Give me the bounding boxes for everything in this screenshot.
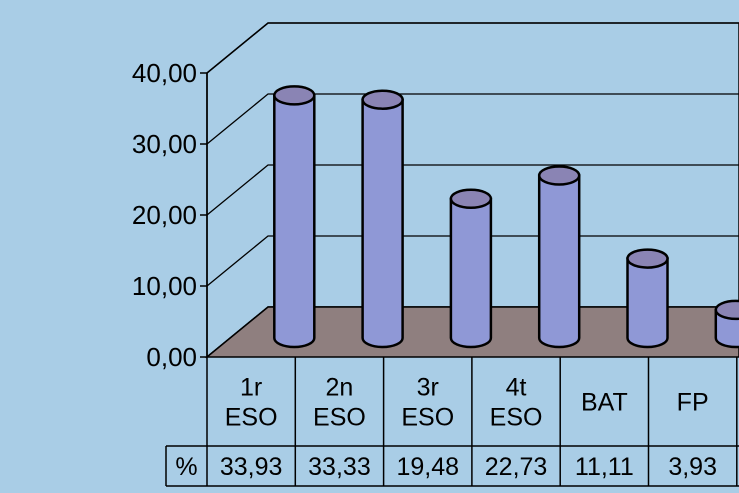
- series-label: %: [175, 453, 197, 481]
- bar: [449, 188, 493, 349]
- chart-bars: [273, 85, 739, 349]
- bar: [361, 89, 404, 349]
- y-tick-label: 30,00: [132, 129, 197, 159]
- y-tick-label: 10,00: [132, 271, 197, 301]
- category-label: 2n: [326, 374, 354, 402]
- y-tick-label: 0,00: [146, 342, 197, 372]
- bar: [714, 299, 739, 349]
- value-label: 19,48: [396, 453, 459, 481]
- bar: [626, 248, 669, 349]
- category-label: ESO: [225, 404, 278, 432]
- category-label: 3r: [417, 374, 439, 402]
- bar-top: [361, 89, 404, 110]
- value-label: 33,33: [308, 453, 371, 481]
- gridline: [206, 235, 739, 287]
- value-label: 22,73: [485, 453, 548, 481]
- category-label: ESO: [313, 404, 366, 432]
- bar-top: [449, 188, 493, 209]
- bar-top: [714, 299, 739, 321]
- gridline: [206, 164, 739, 216]
- bar-body: [361, 98, 404, 349]
- gridline: [206, 22, 739, 74]
- y-axis: 0,00 10,00 20,00 30,00 40,00: [132, 58, 208, 372]
- value-label: 33,93: [220, 453, 283, 481]
- category-label: 4t: [506, 374, 527, 402]
- y-tick-label: 40,00: [132, 58, 197, 88]
- category-label: ESO: [490, 404, 543, 432]
- bar-top: [273, 85, 316, 106]
- y-tick-label: 20,00: [132, 200, 197, 230]
- bar-body: [449, 197, 493, 349]
- category-label: 1r: [240, 374, 262, 402]
- bar: [537, 165, 581, 349]
- category-label: BAT: [581, 389, 628, 417]
- bar: [273, 85, 316, 349]
- bar-body: [273, 94, 316, 349]
- value-label: 11,11: [575, 453, 634, 481]
- bar-body: [537, 174, 581, 349]
- gridline: [206, 93, 739, 145]
- category-label: ESO: [401, 404, 454, 432]
- bar-body: [626, 257, 669, 349]
- value-label: 3,93: [668, 453, 717, 481]
- bar-top: [626, 248, 669, 269]
- bar-top: [537, 165, 581, 186]
- category-label: FP: [677, 389, 709, 417]
